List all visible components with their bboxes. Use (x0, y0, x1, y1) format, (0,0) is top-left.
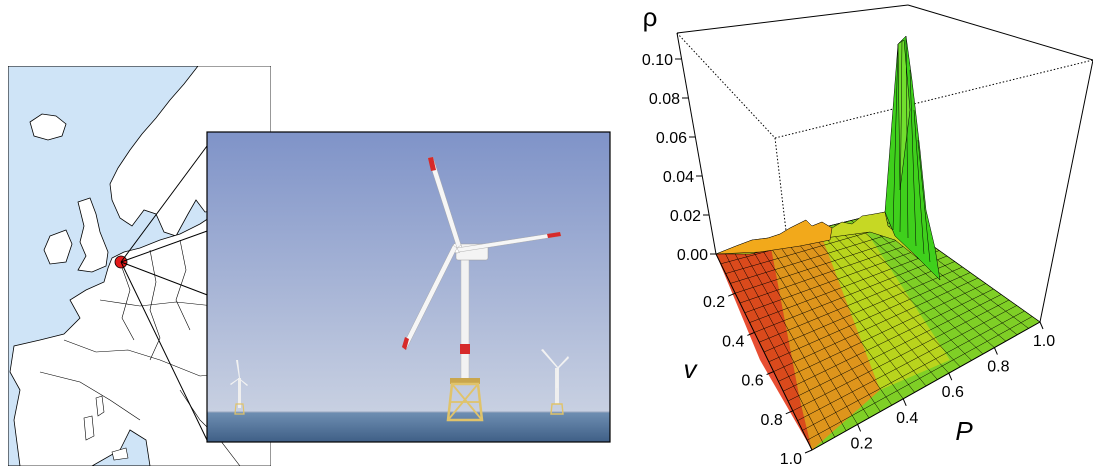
photo-sky (207, 132, 610, 416)
v-ticks: 0.2 0.4 0.6 0.8 1.0 (703, 292, 813, 466)
photo-frame (206, 131, 611, 443)
mesh-line (802, 310, 1025, 431)
mesh-line (851, 220, 995, 348)
mesh-line (834, 224, 972, 361)
surface-orange-region (770, 232, 880, 450)
mesh-line (817, 228, 949, 374)
v-tick-label: 0.8 (761, 412, 783, 429)
zoom-lines (120, 145, 211, 441)
axis-label-v: v (684, 354, 699, 384)
z-tick-label: 0.10 (642, 52, 673, 69)
z-tick-label: 0.08 (649, 91, 680, 108)
left-turbine (230, 360, 248, 415)
mesh-line (842, 222, 984, 355)
p-tick-mark (993, 347, 998, 355)
v-tick-label: 1.0 (780, 451, 802, 466)
mesh-line (800, 232, 927, 387)
map-islands (83, 395, 129, 461)
map-mainland (9, 195, 271, 466)
z-tick-label: 0.02 (670, 208, 701, 225)
mesh-line (768, 272, 971, 363)
v-tick-label: 0.6 (741, 373, 763, 390)
p-tick-mark (902, 398, 907, 406)
p-tick-label: 0.8 (987, 359, 1009, 376)
surface-edges (715, 253, 1041, 451)
v-tick-mark (747, 331, 755, 336)
p-tick-label: 1.0 (1033, 333, 1055, 350)
right-turbine (541, 349, 569, 415)
v-tick-mark (785, 410, 793, 415)
mesh-line (797, 305, 1017, 421)
v-tick-label: 0.4 (722, 333, 744, 350)
axis-label-p: P (955, 416, 973, 446)
z-ticks: 0.00 0.02 0.04 0.06 0.08 0.10 (642, 52, 716, 264)
p-tick-mark (948, 373, 953, 381)
p-ticks: 0.2 0.4 0.6 0.8 1.0 (850, 321, 1055, 452)
v-tick-mark (766, 371, 774, 376)
map-great-britain (77, 197, 109, 273)
map-iceland (29, 113, 67, 141)
p-tick-mark (1039, 321, 1044, 330)
mesh-line (807, 316, 1033, 441)
mesh-line (773, 277, 979, 372)
z-tick-label: 0.00 (677, 247, 708, 264)
mesh-line (825, 226, 961, 367)
mesh-line (783, 288, 994, 392)
p-tick-label: 0.2 (850, 435, 872, 452)
mesh-line (778, 283, 986, 382)
p-tick-label: 0.6 (942, 384, 964, 401)
mesh-line (787, 294, 1002, 402)
map-ireland (43, 229, 73, 265)
z-tick-label: 0.04 (663, 169, 694, 186)
mesh-line (859, 218, 1006, 342)
p-tick-label: 0.4 (896, 410, 918, 427)
surface-red-region (716, 242, 812, 450)
photo-sea (207, 412, 610, 442)
surface-ridge-warm (715, 219, 833, 255)
axis-label-rho: ρ (643, 2, 658, 32)
turbine-photo (206, 131, 611, 443)
main-turbine (401, 156, 562, 422)
p-tick-mark (857, 424, 862, 432)
v-tick-mark (804, 449, 813, 454)
mesh-line (808, 230, 938, 380)
surface-plot: ρ v P 0.00 0.02 0.04 0.06 0.08 0.10 0.2 0.4 0.6… (642, 2, 1093, 466)
v-tick-label: 0.2 (703, 294, 725, 311)
z-tick-label: 0.06 (656, 130, 687, 147)
v-tick-mark (728, 292, 736, 297)
mesh-line (792, 299, 1010, 412)
plot-box (676, 4, 1093, 451)
surface-peak (884, 35, 941, 281)
